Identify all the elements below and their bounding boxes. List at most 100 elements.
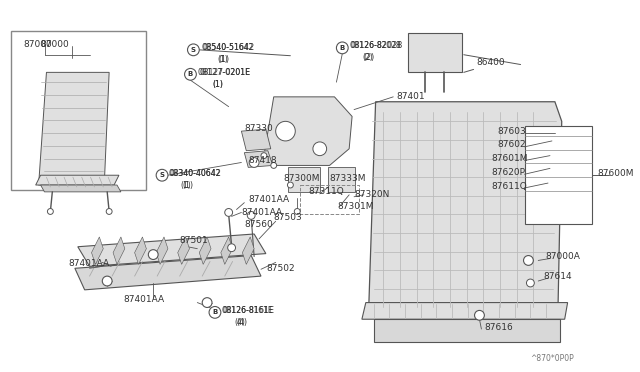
Text: (4): (4) (234, 318, 245, 327)
Circle shape (527, 279, 534, 287)
Polygon shape (264, 97, 352, 166)
Text: 87000: 87000 (40, 41, 69, 49)
Text: 87401: 87401 (396, 92, 425, 101)
Circle shape (202, 298, 212, 308)
Circle shape (474, 310, 484, 320)
Circle shape (276, 121, 295, 141)
Text: 87000A: 87000A (545, 252, 580, 261)
Text: (1): (1) (182, 180, 194, 189)
Text: (2): (2) (364, 53, 375, 62)
Text: 87501: 87501 (180, 236, 209, 246)
Polygon shape (75, 256, 261, 290)
Circle shape (261, 153, 267, 158)
Polygon shape (244, 151, 273, 167)
Text: 87502: 87502 (266, 264, 294, 273)
Circle shape (524, 256, 533, 265)
Text: 87560: 87560 (244, 220, 273, 229)
Text: 87401AA: 87401AA (124, 295, 165, 304)
Text: B: B (188, 71, 193, 77)
Text: (1): (1) (212, 80, 223, 89)
Text: 87616: 87616 (484, 323, 513, 331)
Polygon shape (241, 129, 271, 151)
Circle shape (209, 307, 221, 318)
Text: 08540-51642: 08540-51642 (202, 44, 253, 52)
Text: 87301M: 87301M (337, 202, 374, 211)
Text: 87300M: 87300M (284, 174, 320, 183)
Bar (289, 167, 320, 192)
Text: 87503: 87503 (274, 213, 303, 222)
Text: S: S (159, 172, 164, 178)
Text: 87602: 87602 (497, 140, 525, 149)
Circle shape (228, 244, 236, 251)
Text: 08340-40642: 08340-40642 (170, 169, 221, 178)
Circle shape (106, 209, 112, 214)
Text: 87611Q: 87611Q (492, 182, 527, 190)
Text: 08126-8161E: 08126-8161E (222, 306, 275, 315)
Text: 08126-82028: 08126-82028 (349, 41, 403, 51)
Polygon shape (78, 234, 266, 266)
Text: B: B (340, 45, 345, 51)
Circle shape (102, 276, 112, 286)
Circle shape (294, 209, 300, 214)
Text: 08540-51642: 08540-51642 (201, 44, 255, 52)
Text: 08127-0201E: 08127-0201E (197, 68, 251, 77)
Text: (4): (4) (237, 318, 248, 327)
Polygon shape (36, 175, 119, 185)
Text: 87601M: 87601M (492, 154, 528, 163)
Polygon shape (362, 302, 568, 319)
Text: 87620P: 87620P (492, 168, 525, 177)
Text: 87418: 87418 (248, 156, 277, 165)
Circle shape (156, 169, 168, 181)
Circle shape (47, 209, 53, 214)
Text: 87603: 87603 (497, 126, 526, 136)
Polygon shape (40, 185, 121, 192)
Text: (1): (1) (212, 80, 223, 89)
Text: (1): (1) (219, 55, 230, 64)
Bar (11, 31, 147, 190)
Text: ^870*0P0P: ^870*0P0P (531, 354, 574, 363)
Polygon shape (134, 237, 147, 264)
Text: 87311Q: 87311Q (308, 187, 344, 196)
Polygon shape (374, 319, 560, 342)
Text: 08126-82028: 08126-82028 (350, 41, 401, 51)
Text: (1): (1) (217, 55, 228, 64)
Circle shape (271, 163, 276, 169)
Polygon shape (113, 237, 125, 264)
Text: 86400: 86400 (477, 58, 505, 67)
Polygon shape (178, 237, 189, 264)
Circle shape (184, 68, 196, 80)
Bar (328, 167, 355, 192)
Circle shape (249, 158, 259, 167)
Polygon shape (156, 237, 168, 264)
Text: (1): (1) (180, 180, 191, 189)
Text: 08340-40642: 08340-40642 (169, 169, 222, 178)
Circle shape (287, 182, 293, 188)
Polygon shape (243, 237, 254, 264)
Text: 87600M: 87600M (597, 169, 634, 178)
Text: B: B (212, 310, 218, 315)
Bar (525, 126, 592, 224)
Text: 87320N: 87320N (354, 190, 389, 199)
Circle shape (148, 250, 158, 260)
Polygon shape (38, 73, 109, 185)
Text: (2): (2) (362, 53, 372, 62)
Text: 08126-8161E: 08126-8161E (223, 306, 273, 315)
Polygon shape (369, 102, 562, 317)
Text: 87333M: 87333M (330, 174, 366, 183)
Text: 87000: 87000 (23, 41, 52, 49)
Text: S: S (191, 47, 196, 53)
Bar (300, 185, 359, 214)
Circle shape (188, 44, 199, 56)
Circle shape (225, 209, 232, 217)
Text: 87401AA: 87401AA (241, 208, 282, 217)
Text: 87401AA: 87401AA (248, 195, 289, 204)
Circle shape (337, 42, 348, 54)
Circle shape (247, 211, 255, 219)
Text: 87614: 87614 (543, 272, 572, 280)
Circle shape (313, 142, 326, 155)
Polygon shape (221, 237, 232, 264)
Text: 87330: 87330 (244, 124, 273, 133)
Text: 08127-0201E: 08127-0201E (199, 68, 250, 77)
Bar (408, 33, 462, 73)
Polygon shape (92, 237, 103, 264)
